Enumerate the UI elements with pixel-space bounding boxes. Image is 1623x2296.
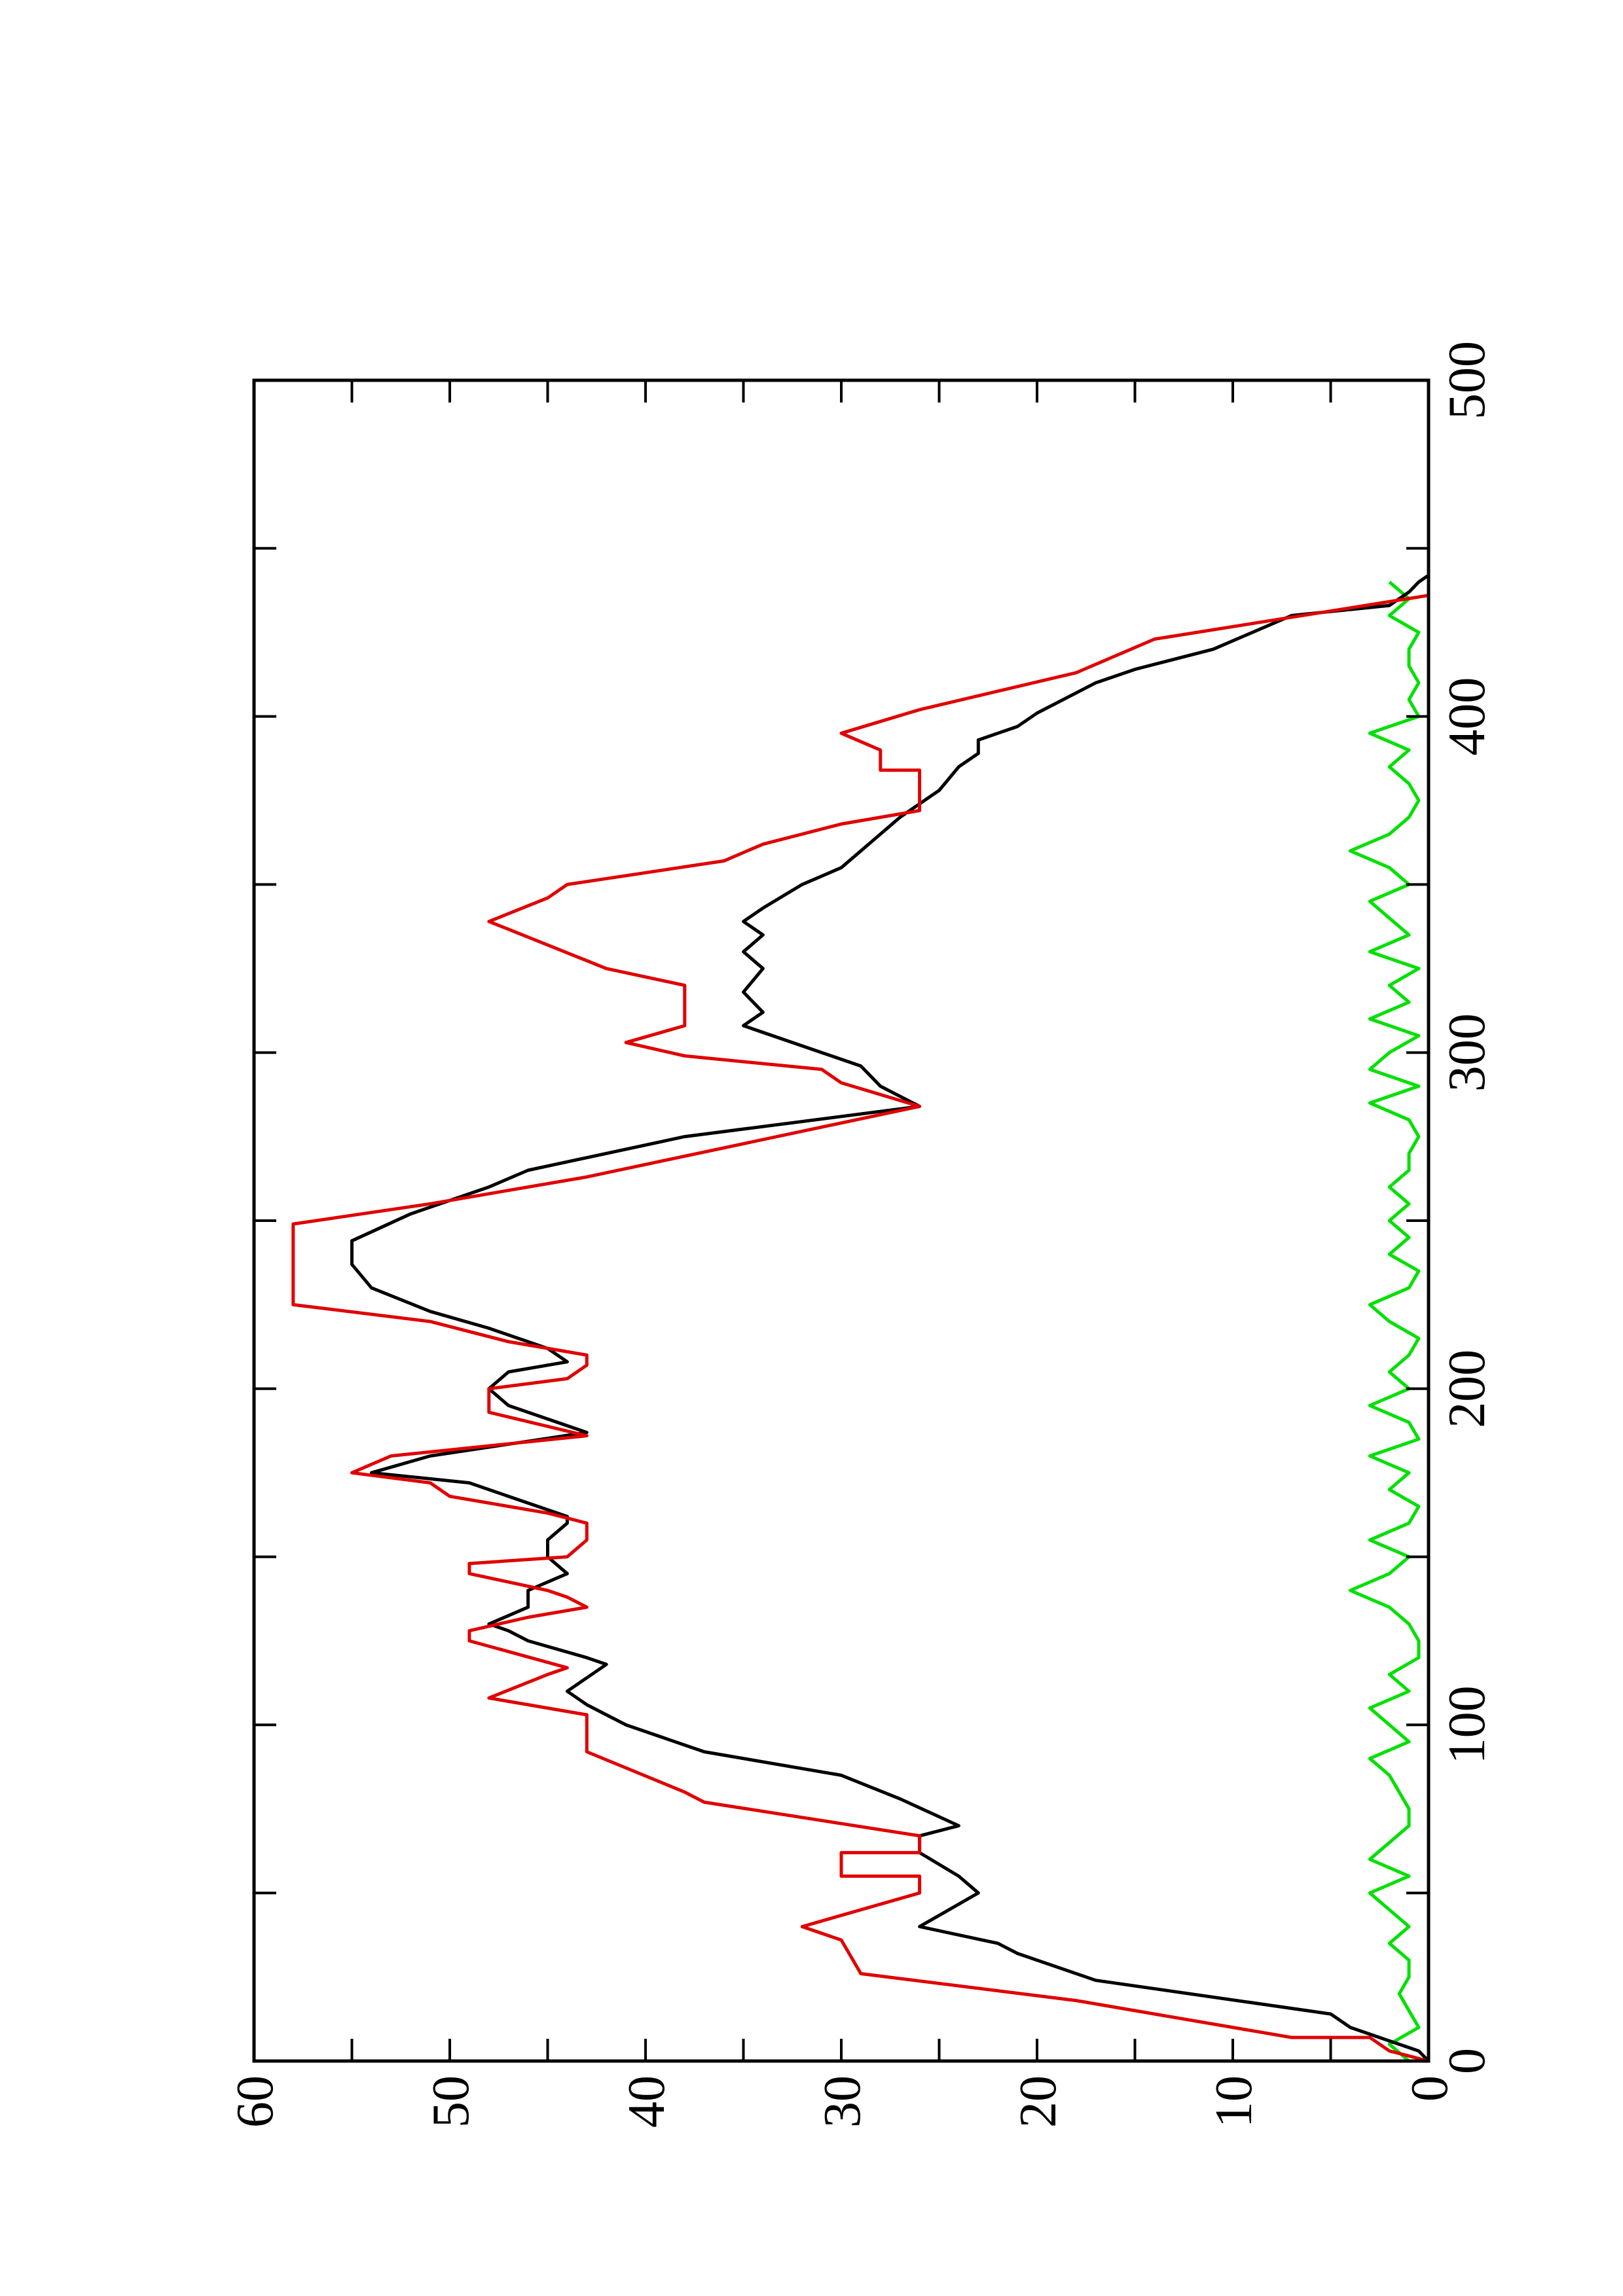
x-tick-label: 0 bbox=[1438, 2048, 1496, 2074]
y-tick-label: 30 bbox=[814, 2075, 871, 2128]
y-tick-label: 60 bbox=[227, 2075, 284, 2128]
y-tick-label: 40 bbox=[618, 2075, 676, 2128]
data-line bbox=[291, 594, 1429, 2063]
plot-area: 0 100 200 300 400 500 0 10 20 30 40 50 60 bbox=[227, 341, 1496, 2128]
x-tick-label: 300 bbox=[1438, 1013, 1496, 1092]
y-tick-label: 10 bbox=[1205, 2075, 1263, 2128]
y-tick-label: 20 bbox=[1010, 2075, 1067, 2128]
x-tick-label: 100 bbox=[1438, 1685, 1496, 1764]
data-line bbox=[1348, 581, 1421, 2062]
x-tick-label: 200 bbox=[1438, 1350, 1496, 1428]
y-tick-label: 50 bbox=[422, 2075, 480, 2128]
x-tick-label: 400 bbox=[1438, 677, 1496, 756]
y-tick-label: 0 bbox=[1401, 2075, 1459, 2102]
data-line bbox=[350, 573, 1430, 2062]
x-tick-label: 500 bbox=[1438, 341, 1496, 420]
